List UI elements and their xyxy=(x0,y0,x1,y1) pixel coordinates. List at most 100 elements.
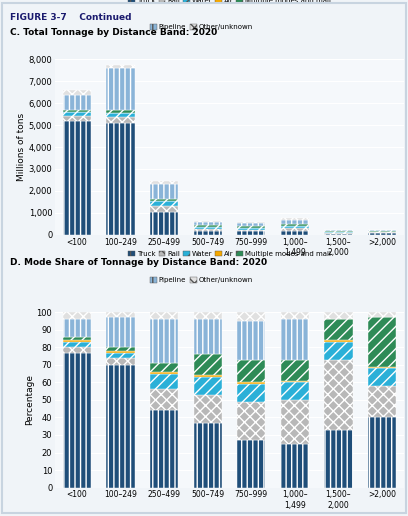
Bar xyxy=(324,232,353,233)
Text: C. Total Tonnage by Distance Band: 2020: C. Total Tonnage by Distance Band: 2020 xyxy=(10,28,217,37)
Bar xyxy=(324,312,353,319)
Bar xyxy=(150,410,178,488)
Bar xyxy=(281,231,309,235)
Bar xyxy=(63,121,91,235)
Bar xyxy=(368,386,396,417)
Bar xyxy=(237,440,266,488)
Bar xyxy=(150,372,178,374)
Bar xyxy=(237,360,266,382)
Bar xyxy=(150,390,178,410)
Bar xyxy=(106,347,135,351)
Bar xyxy=(281,444,309,488)
Bar xyxy=(63,95,91,110)
Bar xyxy=(368,417,396,488)
Bar xyxy=(368,233,396,235)
Bar xyxy=(281,226,309,228)
Bar xyxy=(106,65,135,69)
Bar xyxy=(150,205,178,212)
Bar xyxy=(324,430,353,488)
Bar xyxy=(63,319,91,337)
Bar xyxy=(281,220,309,224)
Bar xyxy=(150,312,178,319)
Bar xyxy=(193,354,222,375)
Bar xyxy=(63,116,91,121)
Bar xyxy=(237,312,266,321)
Bar xyxy=(106,352,135,358)
Bar xyxy=(63,352,91,488)
Bar xyxy=(106,123,135,235)
Bar xyxy=(368,317,396,366)
Bar xyxy=(150,363,178,372)
Bar xyxy=(324,233,353,234)
Bar xyxy=(324,231,353,232)
Bar xyxy=(324,340,353,342)
Bar xyxy=(106,358,135,365)
Bar xyxy=(150,319,178,363)
Legend: Pipeline, Other/unknown: Pipeline, Other/unknown xyxy=(150,24,253,30)
Bar xyxy=(281,228,309,231)
Bar xyxy=(368,368,396,386)
Bar xyxy=(281,218,309,220)
Text: FIGURE 3-7    Continued: FIGURE 3-7 Continued xyxy=(10,13,132,22)
Text: D. Mode Share of Tonnage by Distance Band: 2020: D. Mode Share of Tonnage by Distance Ban… xyxy=(10,258,267,267)
Bar xyxy=(150,212,178,235)
Bar xyxy=(281,319,309,360)
Bar xyxy=(368,312,396,317)
Bar xyxy=(281,312,309,319)
Bar xyxy=(106,317,135,347)
Bar xyxy=(63,337,91,340)
Bar xyxy=(63,90,91,95)
Bar xyxy=(193,231,222,235)
Bar xyxy=(106,365,135,488)
Bar xyxy=(324,342,353,360)
Bar xyxy=(63,342,91,347)
Bar xyxy=(193,220,222,222)
Bar xyxy=(368,232,396,233)
Bar xyxy=(150,184,178,199)
Bar xyxy=(237,382,266,384)
Bar xyxy=(281,400,309,444)
Bar xyxy=(63,110,91,112)
Bar xyxy=(324,360,353,430)
Bar xyxy=(106,110,135,113)
Bar xyxy=(193,227,222,229)
Bar xyxy=(106,69,135,110)
Bar xyxy=(193,377,222,395)
Bar xyxy=(237,232,266,235)
Bar xyxy=(106,113,135,117)
Bar xyxy=(150,199,178,201)
Bar xyxy=(193,222,222,224)
Bar xyxy=(237,401,266,440)
Bar xyxy=(63,112,91,116)
Y-axis label: Percentage: Percentage xyxy=(25,375,34,425)
Y-axis label: Millions of tons: Millions of tons xyxy=(17,113,26,181)
Bar xyxy=(237,228,266,230)
Bar xyxy=(150,201,178,205)
Bar xyxy=(237,230,266,232)
Bar xyxy=(193,229,222,231)
Bar xyxy=(368,231,396,232)
Bar xyxy=(63,312,91,319)
Bar xyxy=(193,319,222,354)
Legend: Pipeline, Other/unknown: Pipeline, Other/unknown xyxy=(150,277,253,283)
Bar xyxy=(106,312,135,317)
Bar xyxy=(281,224,309,226)
Bar xyxy=(150,181,178,184)
Bar xyxy=(193,224,222,227)
Bar xyxy=(281,381,309,382)
Bar xyxy=(63,340,91,342)
Bar xyxy=(237,227,266,228)
Bar xyxy=(324,234,353,235)
Bar xyxy=(106,117,135,123)
Bar xyxy=(324,319,353,340)
Bar xyxy=(237,384,266,401)
Bar xyxy=(193,312,222,319)
Bar xyxy=(150,374,178,390)
Bar xyxy=(63,347,91,352)
Bar xyxy=(281,382,309,400)
Bar xyxy=(237,321,266,360)
Bar xyxy=(237,222,266,223)
Bar xyxy=(193,423,222,488)
Bar xyxy=(237,223,266,227)
Bar xyxy=(106,351,135,352)
